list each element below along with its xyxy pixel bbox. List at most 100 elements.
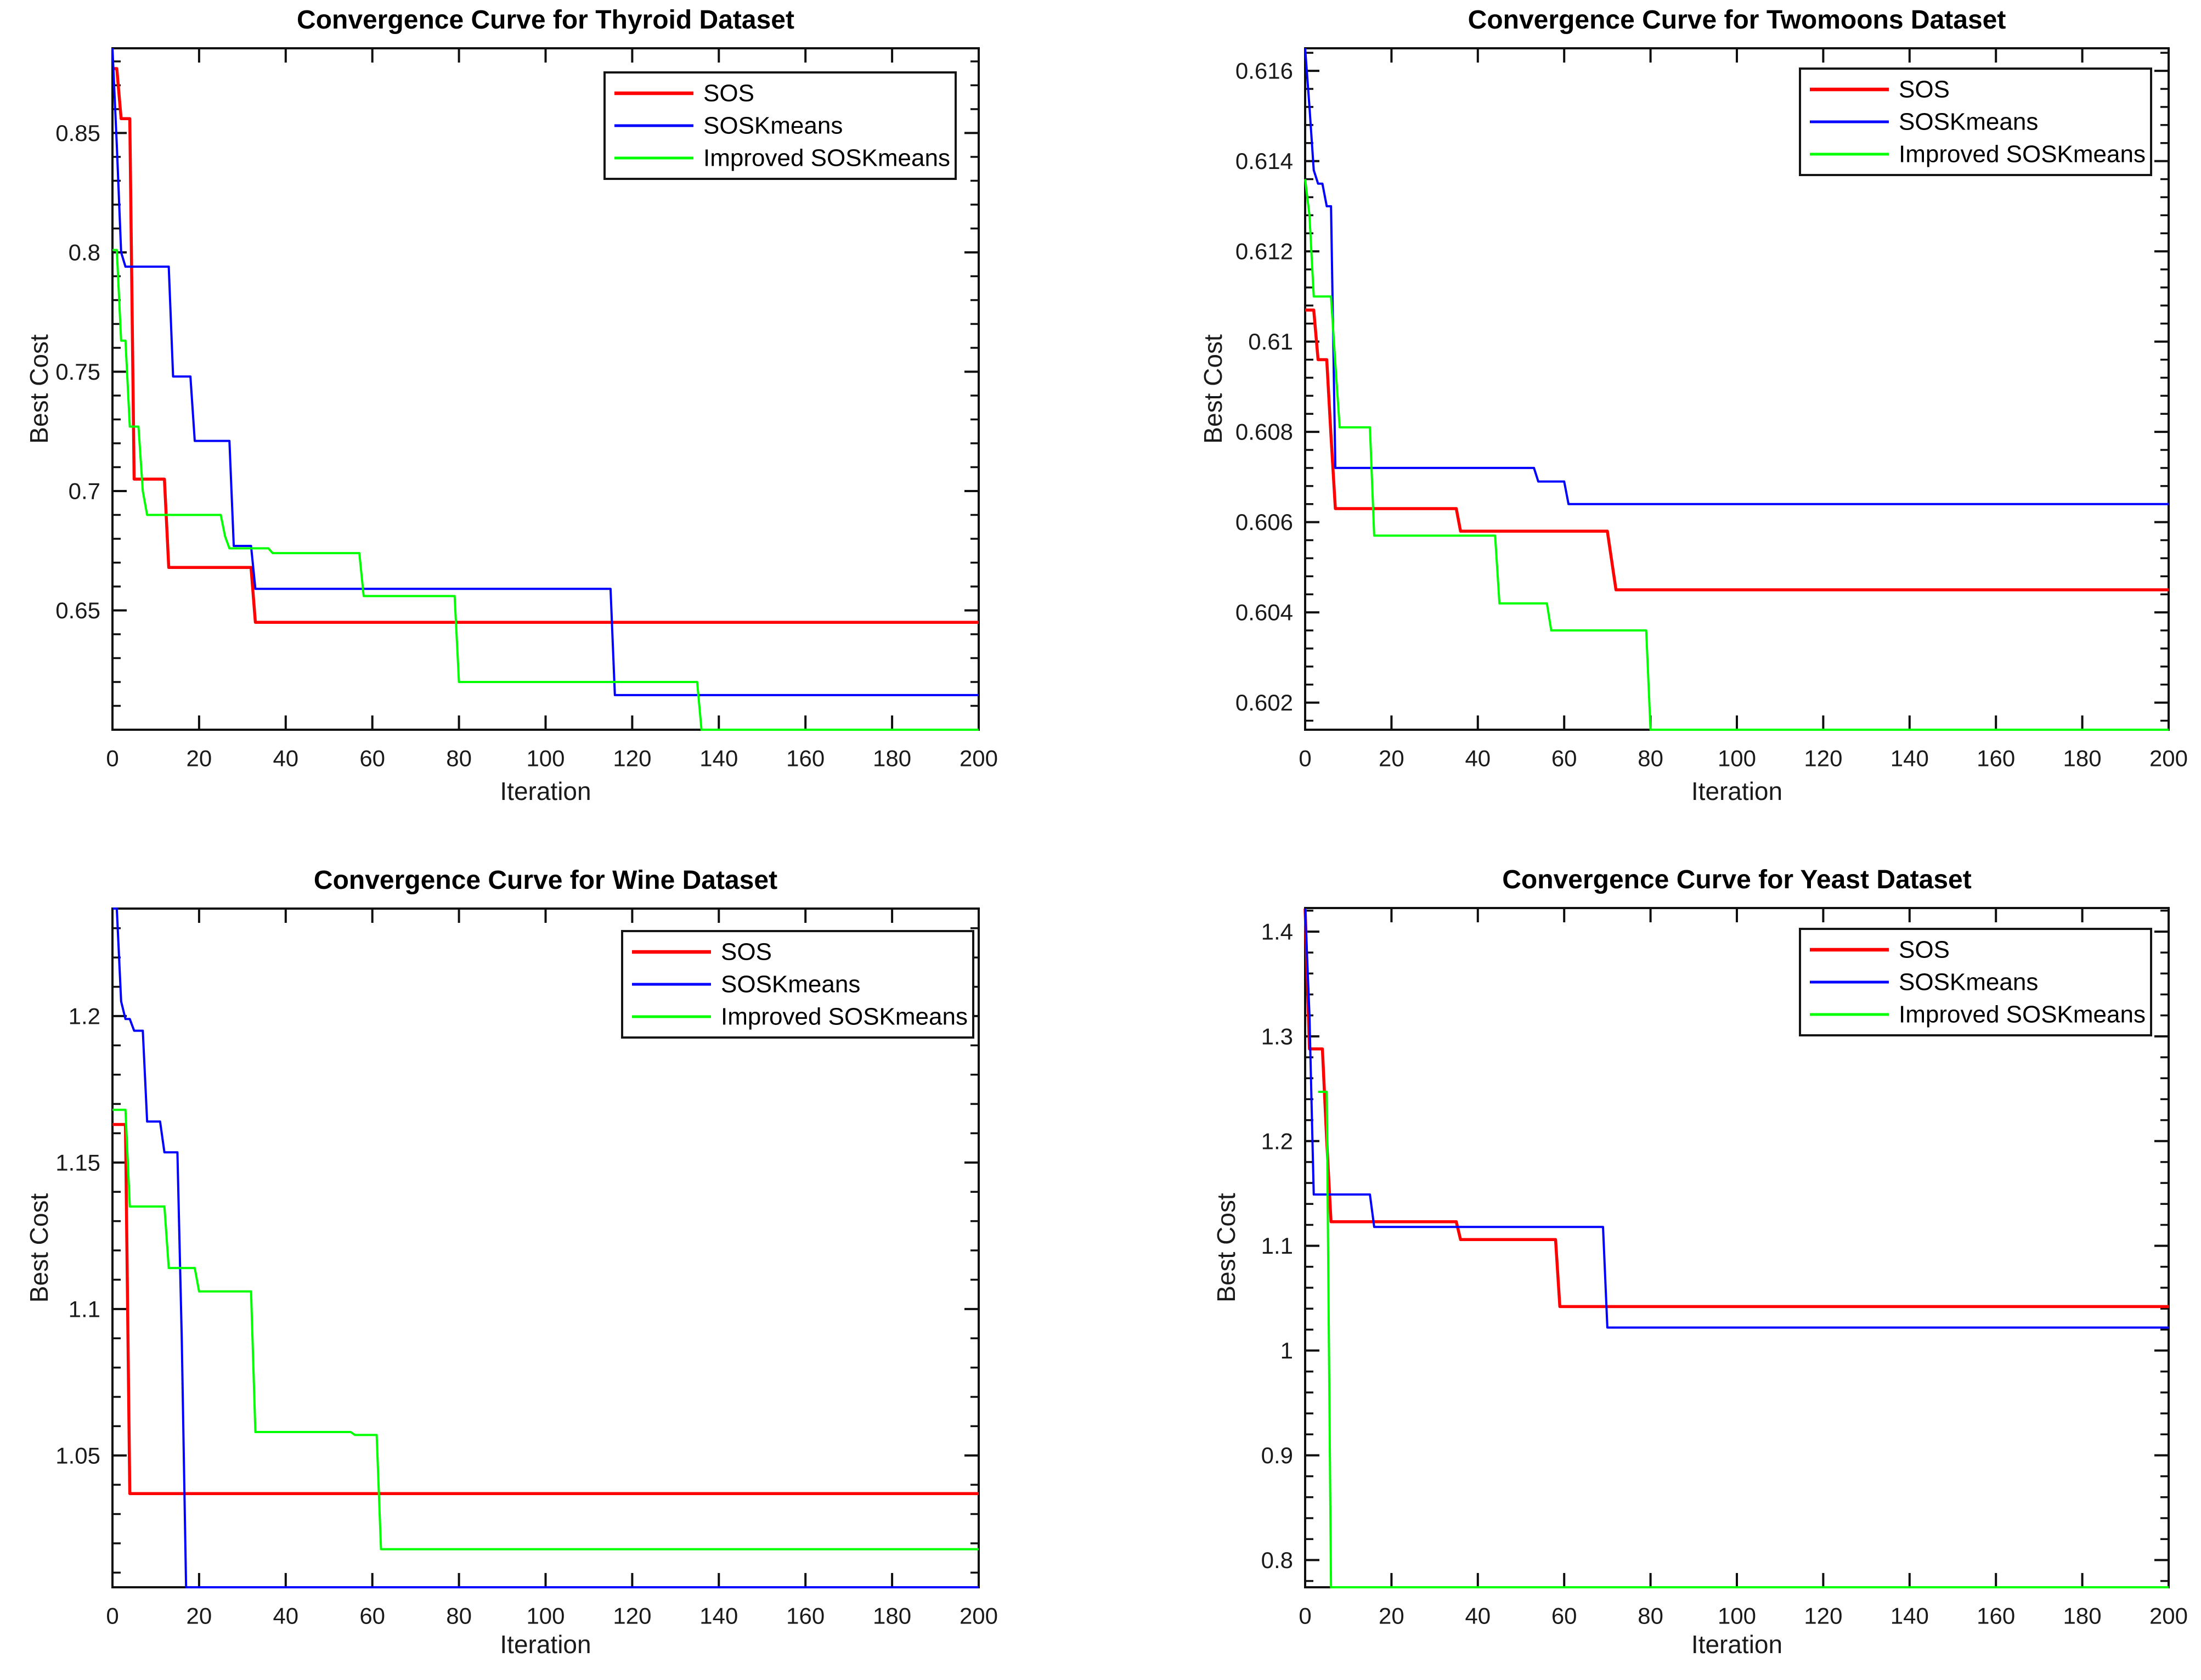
legend-label: SOSKmeans: [721, 971, 860, 998]
x-tick-label: 160: [786, 746, 825, 771]
plot-area: [111, 48, 979, 731]
x-tick-label: 200: [2149, 1603, 2188, 1629]
series-line-improved-soskmeans: [112, 1108, 979, 1551]
series-line-soskmeans: [1304, 48, 2169, 505]
chart-wine: 0 20 40 60 80 100 120 140 160 180 200 1.05 1.1 1.15 1.…: [25, 866, 998, 1659]
y-tick-label: 0.9: [1261, 1442, 1293, 1468]
y-tick-label: 1: [1280, 1338, 1293, 1363]
x-tick-label: 160: [786, 1603, 825, 1629]
y-tick-label: 1.4: [1261, 918, 1293, 944]
y-tick-label: 1.2: [1261, 1128, 1293, 1154]
x-tick-label: 140: [699, 746, 738, 771]
x-tick-label: 180: [2063, 746, 2102, 771]
x-tick-label: 20: [187, 1603, 212, 1629]
x-tick-label: 60: [359, 1603, 385, 1629]
y-tick-label: 0.608: [1235, 419, 1293, 445]
x-tick-label: 180: [873, 746, 911, 771]
x-tick-label: 80: [446, 1603, 472, 1629]
plot-area: [1303, 908, 2169, 1588]
x-tick-label: 60: [359, 746, 385, 771]
plot-area: [1304, 48, 2169, 731]
axes-box: [111, 47, 980, 731]
series-line-sos: [112, 1123, 979, 1495]
y-tick-label: 0.8: [1261, 1547, 1293, 1573]
x-tick-label: 80: [446, 746, 472, 771]
y-tick-label: 0.614: [1235, 148, 1293, 174]
series-line-improved-soskmeans: [1304, 179, 2169, 731]
y-axis-label: Best Cost: [1212, 1193, 1240, 1303]
tick-labels: 0 20 40 60 80 100 120 140 160 180 200 0.8 0.9 1 1.1 1.2…: [1261, 918, 2188, 1628]
legend-item-soskmeans: SOSKmeans: [1810, 109, 2038, 136]
x-axis-label: Iteration: [500, 777, 591, 805]
series-line-sos: [112, 67, 979, 624]
legend: SOS SOSKmeans Improved SOSKmeans: [1799, 67, 2152, 176]
x-tick-label: 100: [526, 1603, 565, 1629]
y-tick-label: 0.8: [69, 239, 100, 265]
x-tick-label: 80: [1638, 1603, 1663, 1629]
y-tick-label: 1.3: [1261, 1023, 1293, 1049]
y-tick-label: 0.75: [55, 359, 100, 385]
x-tick-label: 60: [1551, 1603, 1577, 1629]
x-tick-label: 140: [1890, 1603, 1929, 1629]
chart-thyroid: 0 20 40 60 80 100 120 140 160 180 200 0.65 0.7 0.75 0.…: [25, 5, 998, 805]
x-tick-label: 180: [873, 1603, 911, 1629]
legend-label: SOS: [703, 80, 754, 107]
legend-item-sos: SOS: [614, 80, 754, 107]
y-tick-label: 0.616: [1235, 58, 1293, 84]
x-tick-label: 120: [613, 1603, 651, 1629]
legend-item-improved-soskmeans: Improved SOSKmeans: [632, 1004, 968, 1030]
legend-label: Improved SOSKmeans: [703, 145, 950, 172]
legend-item-sos: SOS: [632, 939, 772, 966]
x-tick-label: 40: [273, 746, 298, 771]
x-tick-label: 80: [1638, 746, 1663, 771]
y-axis-label: Best Cost: [1199, 334, 1227, 444]
x-tick-label: 20: [1379, 746, 1404, 771]
x-tick-label: 20: [187, 746, 212, 771]
x-tick-label: 100: [526, 746, 565, 771]
legend: SOS SOSKmeans Improved SOSKmeans: [1799, 928, 2152, 1036]
x-tick-label: 60: [1551, 746, 1577, 771]
chart-twomoons: 0 20 40 60 80 100 120 140 160 180 200 0.602 0.604 0.6…: [1199, 5, 2188, 805]
y-tick-label: 0.7: [69, 478, 100, 504]
tick-labels: 0 20 40 60 80 100 120 140 160 180 200 1.05 1.1 1.15 1.…: [55, 1003, 998, 1628]
series-line-sos: [1303, 908, 2169, 1309]
x-tick-label: 120: [1804, 1603, 1842, 1629]
series-line-soskmeans: [111, 48, 979, 696]
legend-item-improved-soskmeans: Improved SOSKmeans: [1810, 1001, 2146, 1028]
legend-label: SOS: [721, 939, 772, 966]
series-line-soskmeans: [112, 907, 979, 1588]
tick-marks: [1304, 49, 2170, 729]
x-tick-label: 160: [1977, 1603, 2015, 1629]
x-tick-label: 40: [1465, 1603, 1491, 1629]
x-tick-label: 200: [2149, 746, 2188, 771]
y-tick-label: 1.2: [69, 1003, 100, 1029]
x-tick-label: 160: [1977, 746, 2015, 771]
y-tick-label: 0.61: [1248, 329, 1293, 354]
chart-title: Convergence Curve for Wine Dataset: [314, 866, 777, 895]
x-axis-label: Iteration: [1691, 777, 1782, 805]
y-tick-label: 1.1: [69, 1296, 100, 1322]
chart-title: Convergence Curve for Yeast Dataset: [1502, 865, 1971, 894]
x-tick-label: 140: [1890, 746, 1929, 771]
legend-label: SOSKmeans: [703, 112, 843, 139]
y-tick-label: 0.602: [1235, 690, 1293, 715]
legend-label: SOS: [1899, 76, 1950, 103]
legend: SOS SOSKmeans Improved SOSKmeans: [621, 930, 974, 1039]
tick-marks: [111, 910, 980, 1586]
legend-label: SOSKmeans: [1899, 109, 2038, 136]
x-tick-label: 120: [1804, 746, 1842, 771]
legend-label: SOS: [1899, 937, 1950, 963]
x-tick-label: 120: [613, 746, 651, 771]
x-tick-label: 0: [1299, 1603, 1311, 1629]
chart-yeast: 0 20 40 60 80 100 120 140 160 180 200 0.8 0.9 1 1.1 1.2…: [1212, 865, 2188, 1659]
legend-label: Improved SOSKmeans: [721, 1004, 968, 1030]
legend-item-improved-soskmeans: Improved SOSKmeans: [614, 145, 950, 172]
y-tick-label: 0.612: [1235, 239, 1293, 264]
legend-label: Improved SOSKmeans: [1899, 1001, 2146, 1028]
x-tick-label: 200: [960, 746, 998, 771]
tick-labels: 0 20 40 60 80 100 120 140 160 180 200 0.65 0.7 0.75 0.…: [55, 120, 998, 771]
y-tick-label: 0.604: [1235, 600, 1293, 625]
legend-label: Improved SOSKmeans: [1899, 141, 2146, 168]
legend-item-soskmeans: SOSKmeans: [614, 112, 843, 139]
series-line-soskmeans: [1304, 908, 2169, 1329]
